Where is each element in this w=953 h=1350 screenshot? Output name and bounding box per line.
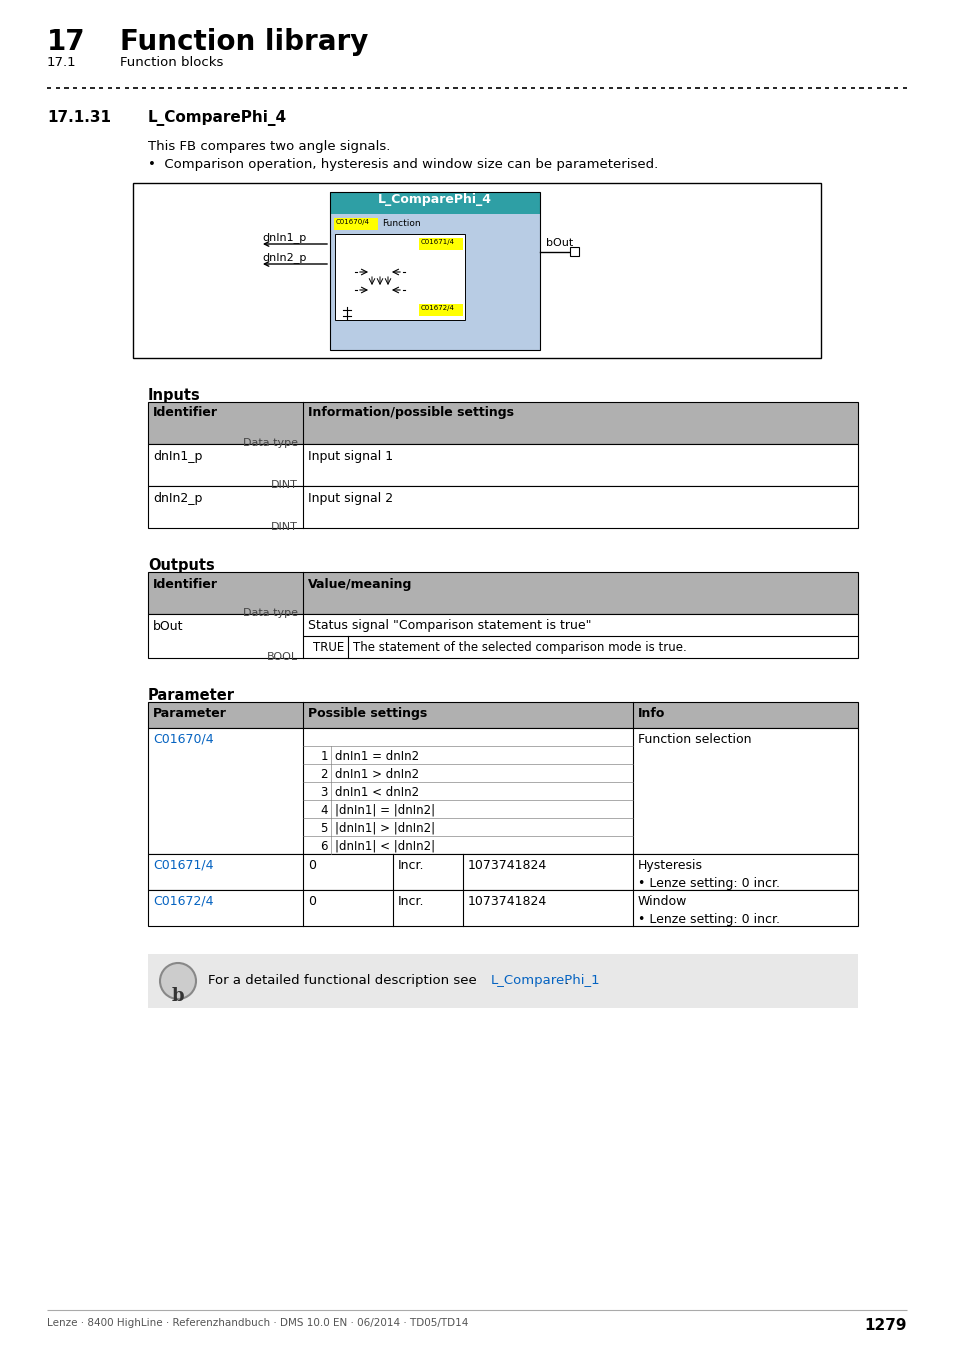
- Text: 1279: 1279: [863, 1318, 906, 1332]
- Text: L_ComparePhi_1: L_ComparePhi_1: [491, 973, 600, 987]
- Text: |dnIn1| = |dnIn2|: |dnIn1| = |dnIn2|: [335, 805, 435, 817]
- Text: •  Comparison operation, hysteresis and window size can be parameterised.: • Comparison operation, hysteresis and w…: [148, 158, 658, 171]
- Text: BOOL: BOOL: [267, 652, 297, 662]
- Text: 0: 0: [308, 859, 315, 872]
- Text: C01670/4: C01670/4: [335, 219, 370, 225]
- Text: Possible settings: Possible settings: [308, 707, 427, 720]
- Bar: [148, 486, 857, 528]
- Text: dnIn2_p: dnIn2_p: [152, 491, 202, 505]
- Text: Data type: Data type: [243, 608, 297, 618]
- Text: • Lenze setting: 0 incr.: • Lenze setting: 0 incr.: [638, 878, 780, 890]
- Text: dnIn2_p: dnIn2_p: [262, 252, 306, 263]
- Bar: [569, 247, 578, 256]
- Bar: [334, 217, 377, 230]
- Text: C01671/4: C01671/4: [152, 859, 213, 872]
- Text: DINT: DINT: [271, 522, 297, 532]
- Bar: [148, 572, 857, 614]
- Text: 0: 0: [308, 895, 315, 909]
- Text: L_ComparePhi_4: L_ComparePhi_4: [377, 193, 492, 207]
- Text: Input signal 1: Input signal 1: [308, 450, 393, 463]
- Text: bOut: bOut: [545, 238, 573, 248]
- Text: For a detailed functional description see: For a detailed functional description se…: [208, 973, 480, 987]
- Text: dnIn1 = dnIn2: dnIn1 = dnIn2: [335, 751, 418, 763]
- Text: 17: 17: [47, 28, 86, 55]
- Text: Value/meaning: Value/meaning: [308, 578, 412, 591]
- Text: 17.1.31: 17.1.31: [47, 109, 111, 126]
- Bar: [148, 402, 857, 444]
- Circle shape: [160, 963, 195, 999]
- Text: Incr.: Incr.: [397, 859, 424, 872]
- Text: Function library: Function library: [120, 28, 368, 55]
- Bar: [330, 215, 539, 350]
- Text: 2: 2: [320, 768, 328, 782]
- Text: DINT: DINT: [271, 481, 297, 490]
- Text: dnIn1 > dnIn2: dnIn1 > dnIn2: [335, 768, 418, 782]
- Text: 3: 3: [320, 786, 328, 799]
- Bar: [418, 238, 462, 250]
- Text: Input signal 2: Input signal 2: [308, 491, 393, 505]
- Bar: [148, 614, 857, 657]
- Text: L_ComparePhi_4: L_ComparePhi_4: [148, 109, 287, 126]
- Text: Function blocks: Function blocks: [120, 55, 223, 69]
- Text: Data type: Data type: [243, 437, 297, 448]
- Bar: [330, 192, 539, 215]
- Text: dnIn1 < dnIn2: dnIn1 < dnIn2: [335, 786, 418, 799]
- Bar: [330, 192, 539, 350]
- Bar: [132, 184, 821, 358]
- Text: bOut: bOut: [152, 620, 183, 633]
- Text: TRUE: TRUE: [313, 641, 344, 653]
- Text: Hysteresis: Hysteresis: [638, 859, 702, 872]
- Text: 1: 1: [320, 751, 328, 763]
- Text: Identifier: Identifier: [152, 406, 218, 418]
- Text: .: .: [564, 973, 569, 987]
- Text: 6: 6: [320, 840, 328, 853]
- Text: C01671/4: C01671/4: [420, 239, 455, 244]
- Text: 4: 4: [320, 805, 328, 817]
- Text: Identifier: Identifier: [152, 578, 218, 591]
- Text: 1073741824: 1073741824: [468, 895, 547, 909]
- Bar: [148, 890, 857, 926]
- Text: Function selection: Function selection: [638, 733, 751, 747]
- Text: • Lenze setting: 0 incr.: • Lenze setting: 0 incr.: [638, 913, 780, 926]
- Text: Status signal "Comparison statement is true": Status signal "Comparison statement is t…: [308, 620, 591, 632]
- Text: dnIn1_p: dnIn1_p: [152, 450, 202, 463]
- Text: dnIn1_p: dnIn1_p: [262, 232, 306, 243]
- Text: 5: 5: [320, 822, 328, 836]
- Text: 1073741824: 1073741824: [468, 859, 547, 872]
- Text: Window: Window: [638, 895, 687, 909]
- Text: Parameter: Parameter: [148, 688, 234, 703]
- Bar: [335, 234, 464, 320]
- Bar: [148, 444, 857, 486]
- Text: The statement of the selected comparison mode is true.: The statement of the selected comparison…: [353, 641, 686, 653]
- Text: 17.1: 17.1: [47, 55, 76, 69]
- Bar: [148, 728, 857, 855]
- Text: |dnIn1| < |dnIn2|: |dnIn1| < |dnIn2|: [335, 840, 435, 853]
- Bar: [418, 304, 462, 316]
- Text: C01672/4: C01672/4: [420, 305, 455, 310]
- Text: Lenze · 8400 HighLine · Referenzhandbuch · DMS 10.0 EN · 06/2014 · TD05/TD14: Lenze · 8400 HighLine · Referenzhandbuch…: [47, 1318, 468, 1328]
- Text: Outputs: Outputs: [148, 558, 214, 572]
- Text: b: b: [172, 987, 184, 1004]
- Text: Incr.: Incr.: [397, 895, 424, 909]
- Text: This FB compares two angle signals.: This FB compares two angle signals.: [148, 140, 390, 153]
- Text: Parameter: Parameter: [152, 707, 227, 720]
- Text: C01672/4: C01672/4: [152, 895, 213, 909]
- Text: |dnIn1| > |dnIn2|: |dnIn1| > |dnIn2|: [335, 822, 435, 836]
- Bar: [148, 954, 857, 1008]
- Bar: [148, 702, 857, 728]
- Bar: [148, 855, 857, 890]
- Text: Info: Info: [638, 707, 664, 720]
- Text: Function: Function: [381, 219, 420, 228]
- Text: Information/possible settings: Information/possible settings: [308, 406, 514, 418]
- Text: Inputs: Inputs: [148, 387, 200, 404]
- Text: C01670/4: C01670/4: [152, 733, 213, 747]
